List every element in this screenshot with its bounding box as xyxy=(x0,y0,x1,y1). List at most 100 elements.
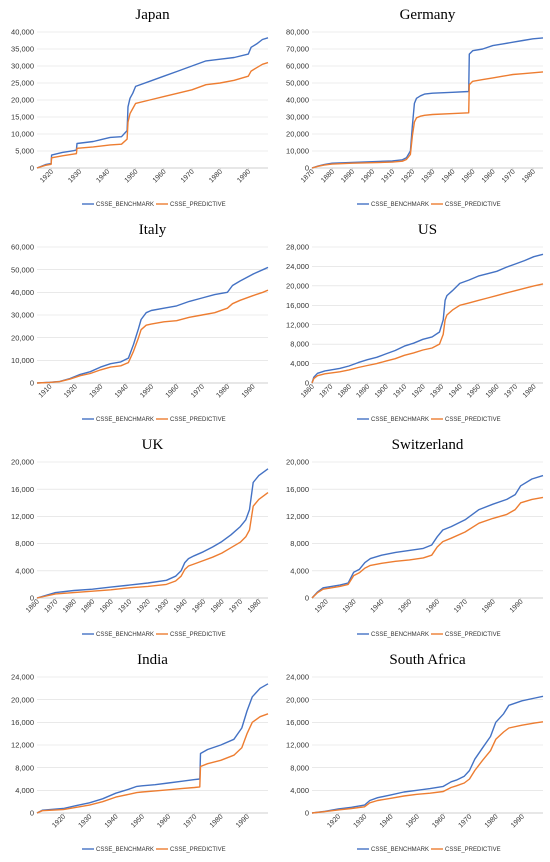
chart-svg: Italy 0 10,000 20,000 30,000 40,000 50,000 60,0… xyxy=(11,222,269,423)
x-tick-label: 1990 xyxy=(510,813,526,829)
x-tick-label: 1930 xyxy=(420,168,436,184)
x-tick-label: 1950 xyxy=(191,598,207,614)
x-tick-label: 1950 xyxy=(461,168,477,184)
y-tick-label: 10,000 xyxy=(11,356,34,365)
y-tick-label: 8,000 xyxy=(290,763,309,772)
y-tick-label: 30,000 xyxy=(11,62,34,71)
x-tick-label: 1990 xyxy=(241,383,257,399)
x-tick-label: 1960 xyxy=(431,813,447,829)
x-tick-label: 1980 xyxy=(209,813,225,829)
y-tick-label: 0 xyxy=(305,379,309,388)
chart-title: UK xyxy=(142,437,164,453)
chart-title: US xyxy=(418,222,437,238)
y-tick-label: 5,000 xyxy=(15,147,34,156)
chart-title: India xyxy=(137,652,168,668)
y-tick-label: 10,000 xyxy=(11,130,34,139)
y-tick-label: 50,000 xyxy=(11,265,34,274)
chart-panel-uk: UK 0 4,000 8,000 12,000 16,000 20,000 1860 1870 1… xyxy=(0,430,275,645)
x-tick-label: 1870 xyxy=(318,383,334,399)
y-tick-label: 10,000 xyxy=(286,147,309,156)
y-tick-label: 4,000 xyxy=(15,786,34,795)
y-tick-label: 15,000 xyxy=(11,113,34,122)
series-line-benchmark xyxy=(36,683,269,814)
x-tick-label: 1930 xyxy=(342,598,358,614)
legend-label-predictive: CSSE_PREDICTIVE xyxy=(170,847,226,853)
y-tick-label: 20,000 xyxy=(11,96,34,105)
chart-title: South Africa xyxy=(389,652,466,668)
y-tick-label: 12,000 xyxy=(11,741,34,750)
series-line-predictive xyxy=(36,61,269,169)
series-line-benchmark xyxy=(311,253,544,384)
y-tick-label: 28,000 xyxy=(286,243,309,252)
legend-label-benchmark: CSSE_BENCHMARK xyxy=(96,847,154,853)
y-tick-label: 50,000 xyxy=(286,79,309,88)
x-tick-label: 1980 xyxy=(521,168,537,184)
x-tick-label: 1980 xyxy=(208,168,224,184)
x-tick-label: 1860 xyxy=(25,598,41,614)
y-tick-label: 20,000 xyxy=(286,281,309,290)
x-tick-label: 1920 xyxy=(63,383,79,399)
legend-label-benchmark: CSSE_BENCHMARK xyxy=(371,847,429,853)
x-tick-label: 1950 xyxy=(124,168,140,184)
y-tick-label: 8,000 xyxy=(290,539,309,548)
x-tick-label: 1960 xyxy=(152,168,168,184)
chart-panel-india: India 0 4,000 8,000 12,000 16,000 20,000 24,000… xyxy=(0,645,275,860)
x-tick-label: 1930 xyxy=(429,383,445,399)
legend-label-predictive: CSSE_PREDICTIVE xyxy=(445,202,501,208)
y-tick-label: 16,000 xyxy=(286,718,309,727)
legend-label-benchmark: CSSE_BENCHMARK xyxy=(96,202,154,208)
x-tick-label: 1990 xyxy=(235,813,251,829)
y-tick-label: 16,000 xyxy=(11,718,34,727)
legend-label-predictive: CSSE_PREDICTIVE xyxy=(170,632,226,638)
x-tick-label: 1890 xyxy=(340,168,356,184)
y-tick-label: 16,000 xyxy=(286,485,309,494)
chart-panel-germany: Germany 0 10,000 20,000 30,000 40,000 50,000 60… xyxy=(275,0,550,215)
x-tick-label: 1930 xyxy=(77,813,93,829)
y-tick-label: 0 xyxy=(305,164,309,173)
x-tick-label: 1870 xyxy=(43,598,59,614)
legend-label-benchmark: CSSE_BENCHMARK xyxy=(96,417,154,423)
x-tick-label: 1900 xyxy=(360,168,376,184)
y-tick-label: 30,000 xyxy=(286,113,309,122)
y-tick-label: 60,000 xyxy=(286,62,309,71)
y-tick-label: 4,000 xyxy=(15,566,34,575)
chart-svg: US 0 4,000 8,000 12,000 16,000 20,000 24,000 28,… xyxy=(286,222,544,423)
chart-title: Japan xyxy=(135,7,170,23)
x-tick-label: 1930 xyxy=(352,813,368,829)
series-line-predictive xyxy=(311,283,544,384)
series-line-predictive xyxy=(36,713,269,814)
legend-label-predictive: CSSE_PREDICTIVE xyxy=(170,202,226,208)
x-tick-label: 1910 xyxy=(38,383,54,399)
legend-label-predictive: CSSE_PREDICTIVE xyxy=(445,417,501,423)
series-line-predictive xyxy=(36,289,269,384)
x-tick-label: 1940 xyxy=(379,813,395,829)
y-tick-label: 4,000 xyxy=(290,566,309,575)
y-tick-label: 0 xyxy=(30,379,34,388)
x-tick-label: 1990 xyxy=(509,598,525,614)
x-tick-label: 1880 xyxy=(62,598,78,614)
chart-title: Italy xyxy=(139,222,167,238)
y-tick-label: 24,000 xyxy=(286,673,309,682)
x-tick-label: 1910 xyxy=(392,383,408,399)
x-tick-label: 1900 xyxy=(99,598,115,614)
y-tick-label: 20,000 xyxy=(286,458,309,467)
x-tick-label: 1960 xyxy=(425,598,441,614)
x-tick-label: 1910 xyxy=(117,598,133,614)
y-tick-label: 0 xyxy=(305,594,309,603)
chart-svg: India 0 4,000 8,000 12,000 16,000 20,000 24,000… xyxy=(11,652,269,853)
series-line-benchmark xyxy=(36,37,269,169)
y-tick-label: 24,000 xyxy=(11,673,34,682)
x-tick-label: 1920 xyxy=(314,598,330,614)
y-tick-label: 60,000 xyxy=(11,243,34,252)
y-tick-label: 0 xyxy=(30,164,34,173)
y-tick-label: 20,000 xyxy=(286,695,309,704)
y-tick-label: 8,000 xyxy=(15,763,34,772)
series-line-predictive xyxy=(311,71,544,169)
chart-svg: South Africa 0 4,000 8,000 12,000 16,000 20,00… xyxy=(286,652,544,853)
y-tick-label: 70,000 xyxy=(286,45,309,54)
y-tick-label: 20,000 xyxy=(11,333,34,342)
x-tick-label: 1890 xyxy=(80,598,96,614)
y-tick-label: 12,000 xyxy=(11,512,34,521)
y-tick-label: 8,000 xyxy=(290,340,309,349)
x-tick-label: 1950 xyxy=(130,813,146,829)
